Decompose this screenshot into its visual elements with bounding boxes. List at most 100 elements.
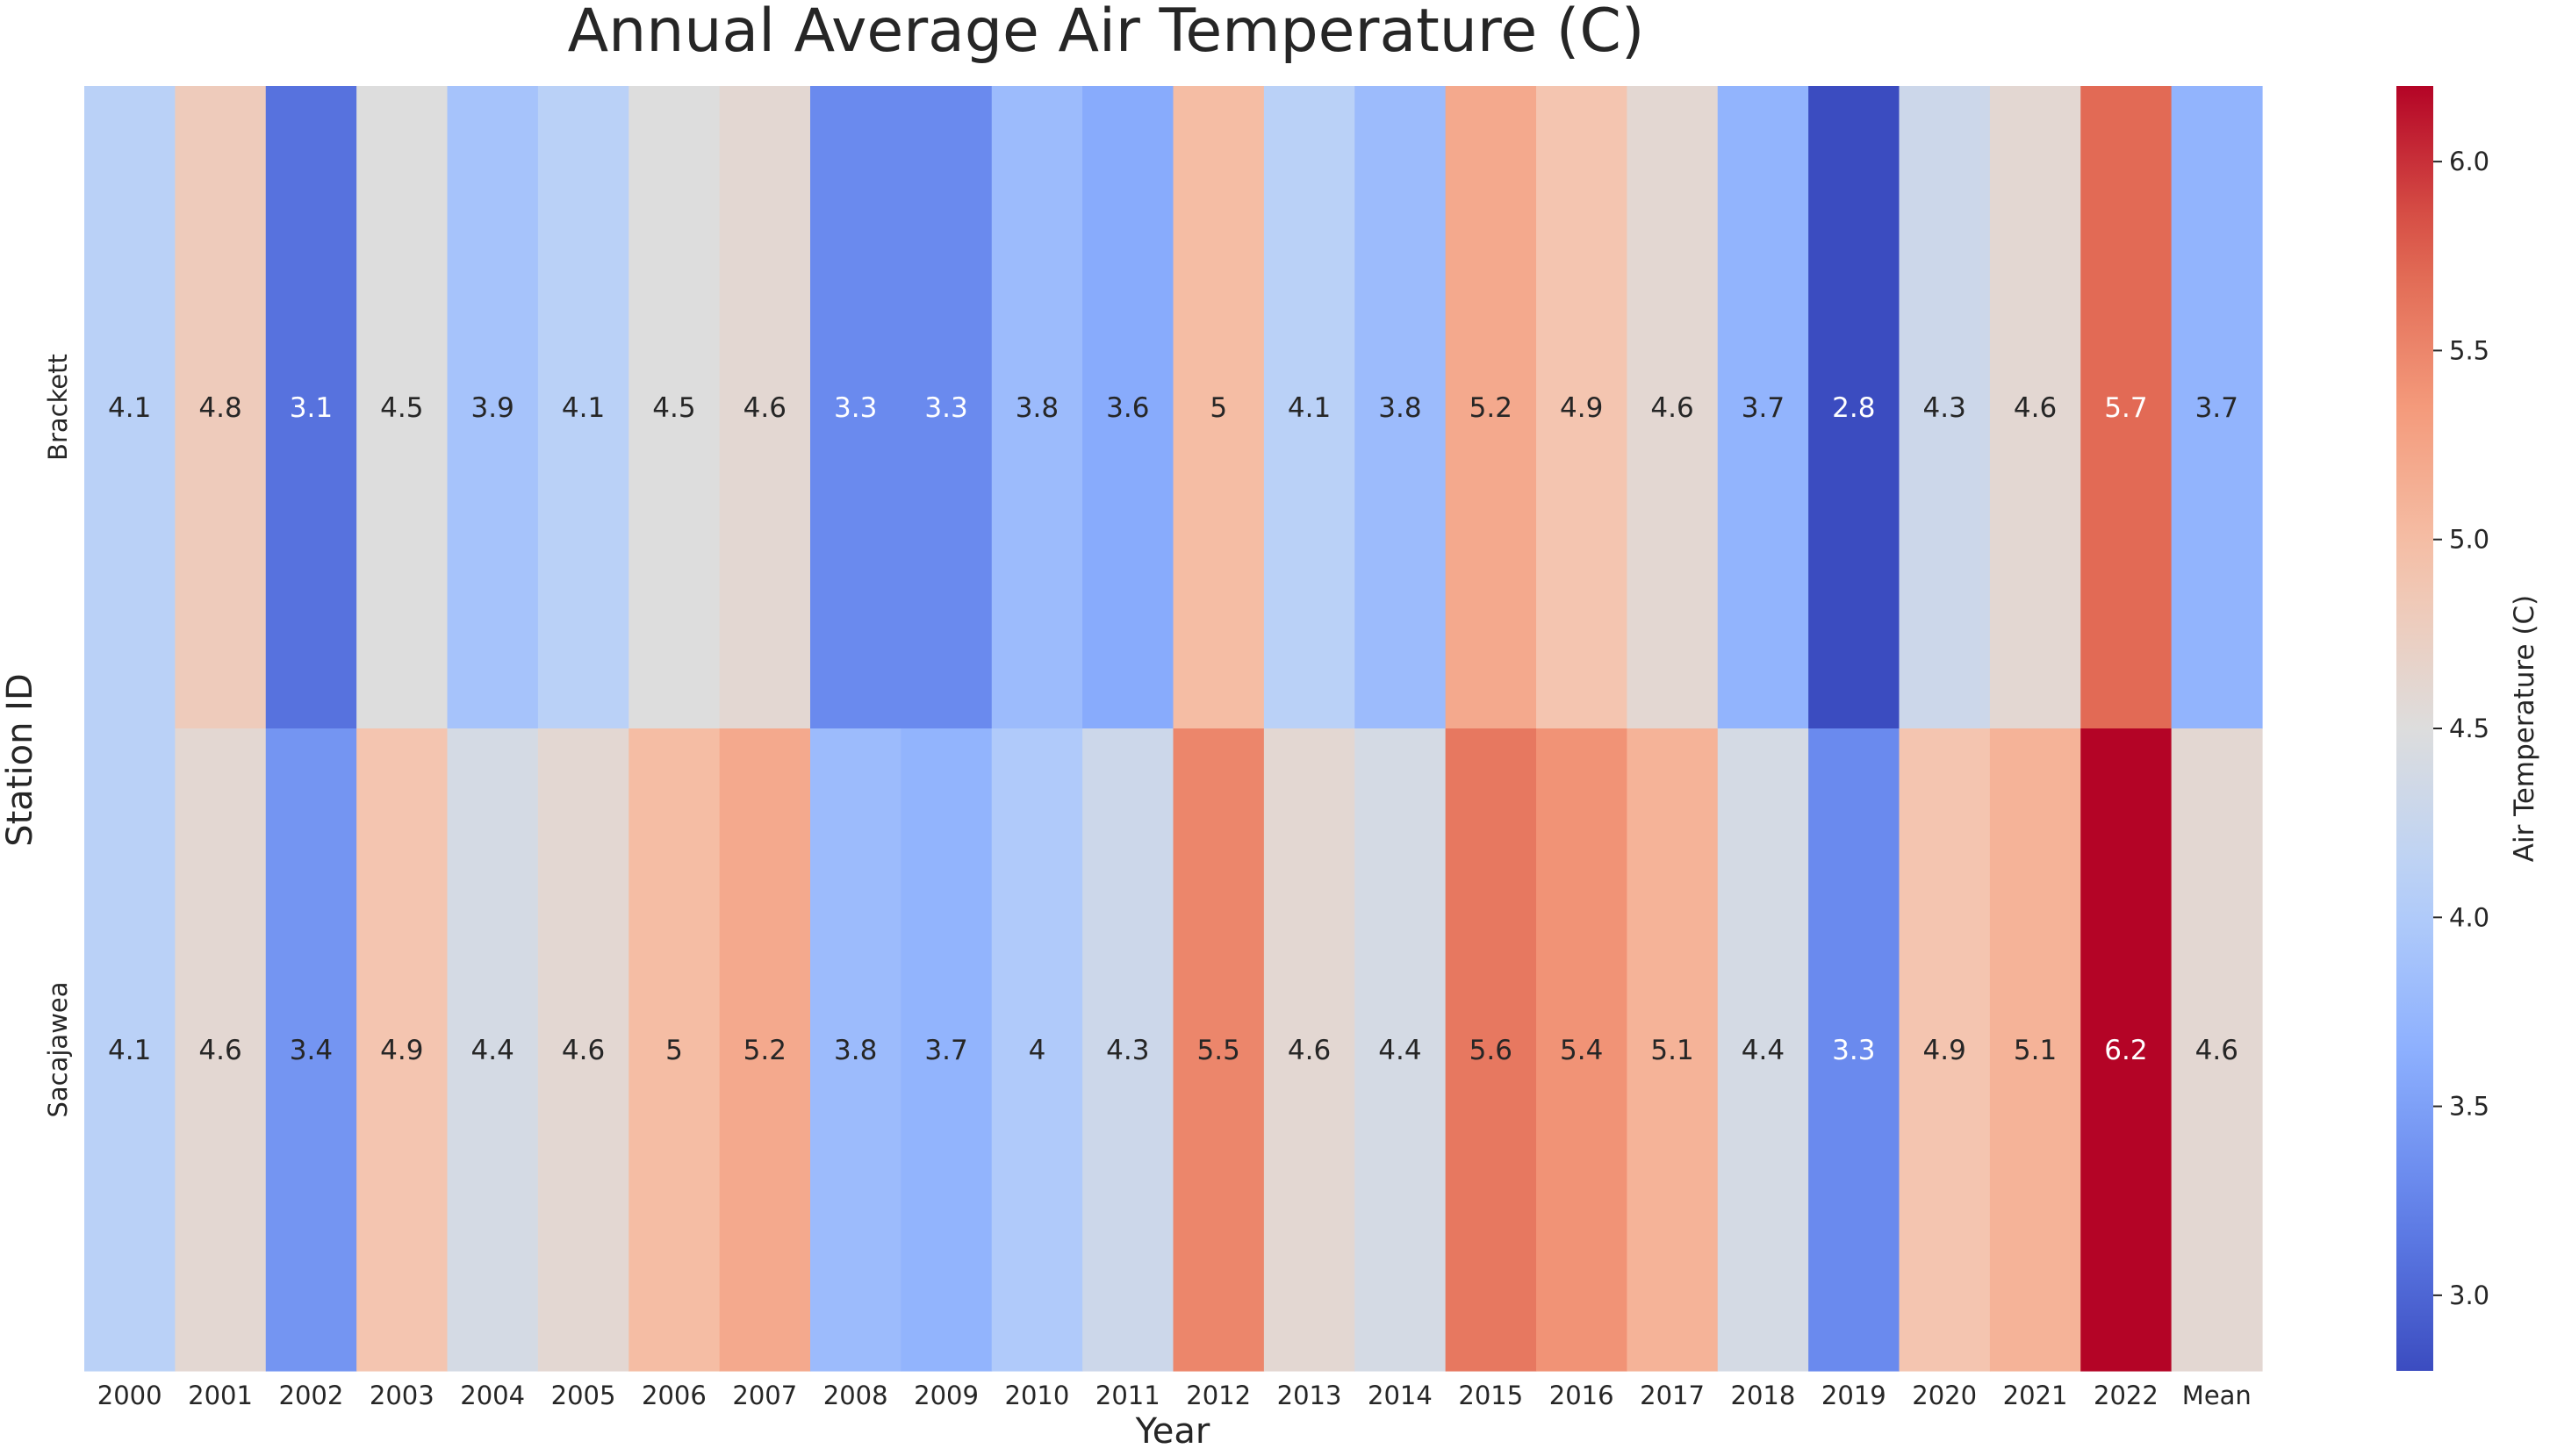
heatmap-cell xyxy=(991,86,1083,729)
heatmap-cell xyxy=(537,86,629,729)
heatmap-cell xyxy=(175,86,267,729)
cell-value-label: 5.5 xyxy=(1197,1035,1240,1066)
heatmap-cell xyxy=(1082,86,1174,729)
heatmap-cell xyxy=(1354,86,1447,729)
heatmap-cell xyxy=(356,728,449,1372)
cell-value-label: 3.8 xyxy=(834,1035,877,1066)
y-tick-labels: Brackett Sacajawea xyxy=(43,354,73,1117)
colorbar: 3.0 3.5 4.0 4.5 5.0 5.5 6.0 Air Temperature (C… xyxy=(2396,86,2540,1371)
colorbar-tick-label: 4.0 xyxy=(2449,902,2489,932)
heatmap-cell xyxy=(1263,728,1355,1372)
heatmap-cell xyxy=(1082,728,1174,1372)
cell-value-label: 5.2 xyxy=(743,1035,787,1066)
x-tick-label: 2003 xyxy=(370,1381,435,1410)
y-tick-label: Sacajawea xyxy=(43,981,73,1117)
cell-value-label: 4.4 xyxy=(1742,1035,1785,1066)
cell-value-label: 5.7 xyxy=(2104,392,2147,424)
x-tick-label: 2022 xyxy=(2094,1381,2159,1410)
heatmap-cell xyxy=(1808,728,1900,1372)
cell-value-label: 3.7 xyxy=(2195,392,2238,424)
cell-value-label: 4.1 xyxy=(108,1035,151,1066)
cell-value-label: 4.3 xyxy=(1923,392,1966,424)
heatmap-cell xyxy=(1717,728,1809,1372)
x-tick-label: 2012 xyxy=(1186,1381,1251,1410)
colorbar-ticks: 3.0 3.5 4.0 4.5 5.0 5.5 6.0 xyxy=(2433,147,2489,1310)
heatmap-cell xyxy=(1445,728,1537,1372)
x-tick-label: 2007 xyxy=(732,1381,797,1410)
heatmap-cell xyxy=(175,728,267,1372)
heatmap-cell xyxy=(810,86,901,729)
cell-value-label: 3.4 xyxy=(290,1035,333,1066)
cell-value-label: 4.5 xyxy=(380,392,423,424)
y-tick-label: Brackett xyxy=(43,354,73,461)
heatmap-cell xyxy=(1717,86,1809,729)
colorbar-label: Air Temperature (C) xyxy=(2509,595,2540,862)
colorbar-tick-label: 5.0 xyxy=(2449,525,2489,555)
heatmap-cell xyxy=(1989,86,2081,729)
heatmap-cell xyxy=(84,728,176,1372)
cell-value-label: 5.1 xyxy=(1650,1035,1693,1066)
x-tick-label: 2010 xyxy=(1005,1381,1070,1410)
x-tick-label: 2005 xyxy=(551,1381,616,1410)
cell-value-label: 3.3 xyxy=(1832,1035,1875,1066)
heatmap-cell xyxy=(84,86,176,729)
heatmap-cell xyxy=(1536,728,1627,1372)
x-tick-label: 2002 xyxy=(279,1381,344,1410)
heatmap-cell xyxy=(2080,728,2173,1372)
heatmap-cell xyxy=(1536,86,1627,729)
heatmap-cell xyxy=(1989,728,2081,1372)
heatmap-cell xyxy=(2171,728,2263,1372)
heatmap-cell xyxy=(629,728,721,1372)
cell-value-label: 3.8 xyxy=(1016,392,1059,424)
heatmap-cell xyxy=(447,728,539,1372)
heatmap-cell xyxy=(356,86,449,729)
colorbar-tick-label: 6.0 xyxy=(2449,147,2489,176)
cell-value-label: 6.2 xyxy=(2104,1035,2147,1066)
cell-value-label: 4.6 xyxy=(562,1035,605,1066)
x-tick-label: 2008 xyxy=(823,1381,888,1410)
heatmap-cell xyxy=(1354,728,1447,1372)
x-tick-label: 2015 xyxy=(1458,1381,1523,1410)
cell-value-label: 4.4 xyxy=(471,1035,514,1066)
heatmap-cell xyxy=(1627,86,1719,729)
heatmap-cell xyxy=(629,86,721,729)
cell-value-label: 4.6 xyxy=(743,392,787,424)
cell-value-label: 5.4 xyxy=(1560,1035,1603,1066)
heatmap-cell xyxy=(719,86,811,729)
colorbar-tick-label: 4.5 xyxy=(2449,714,2489,743)
heatmap-cell xyxy=(1445,86,1537,729)
heatmap-cell xyxy=(810,728,901,1372)
cell-value-label: 4.1 xyxy=(1288,392,1331,424)
cell-value-label: 3.3 xyxy=(834,392,877,424)
cell-value-label: 4.9 xyxy=(380,1035,423,1066)
cell-value-label: 5 xyxy=(665,1035,683,1066)
x-tick-label: 2011 xyxy=(1095,1381,1160,1410)
cell-value-label: 4.5 xyxy=(652,392,695,424)
cell-value-label: 3.6 xyxy=(1106,392,1149,424)
x-tick-label: 2001 xyxy=(188,1381,253,1410)
x-tick-label: 2020 xyxy=(1912,1381,1977,1410)
colorbar-tick-label: 3.5 xyxy=(2449,1092,2489,1122)
cell-value-label: 4.6 xyxy=(2014,392,2057,424)
x-axis-label: Year xyxy=(1135,1411,1210,1452)
heatmap-cell xyxy=(991,728,1083,1372)
cell-value-label: 4.3 xyxy=(1106,1035,1149,1066)
cell-value-label: 4.4 xyxy=(1378,1035,1421,1066)
heatmap-cell xyxy=(719,728,811,1372)
colorbar-tick-label: 3.0 xyxy=(2449,1280,2489,1310)
cell-value-label: 3.9 xyxy=(471,392,514,424)
colorbar-gradient xyxy=(2396,86,2433,1371)
heatmap-cell xyxy=(1899,86,1991,729)
heatmap-cells: 4.1 4.8 3.1 4.5 3.9 4.1 4.5 4.6 3.3 3.3 3.8 3.6 5 4.1… xyxy=(84,86,2263,1372)
x-tick-label: 2021 xyxy=(2003,1381,2068,1410)
heatmap-cell xyxy=(901,86,993,729)
cell-value-label: 3.7 xyxy=(1742,392,1785,424)
x-tick-labels: 2000 2001 2002 2003 2004 2005 2006 2007 2008 2009… xyxy=(97,1381,2252,1410)
cell-value-label: 4.9 xyxy=(1923,1035,1966,1066)
x-tick-label: 2000 xyxy=(97,1381,162,1410)
heatmap-cell xyxy=(901,728,993,1372)
heatmap-cell xyxy=(265,86,357,729)
heatmap-cell xyxy=(1808,86,1900,729)
cell-value-label: 5.1 xyxy=(2014,1035,2057,1066)
